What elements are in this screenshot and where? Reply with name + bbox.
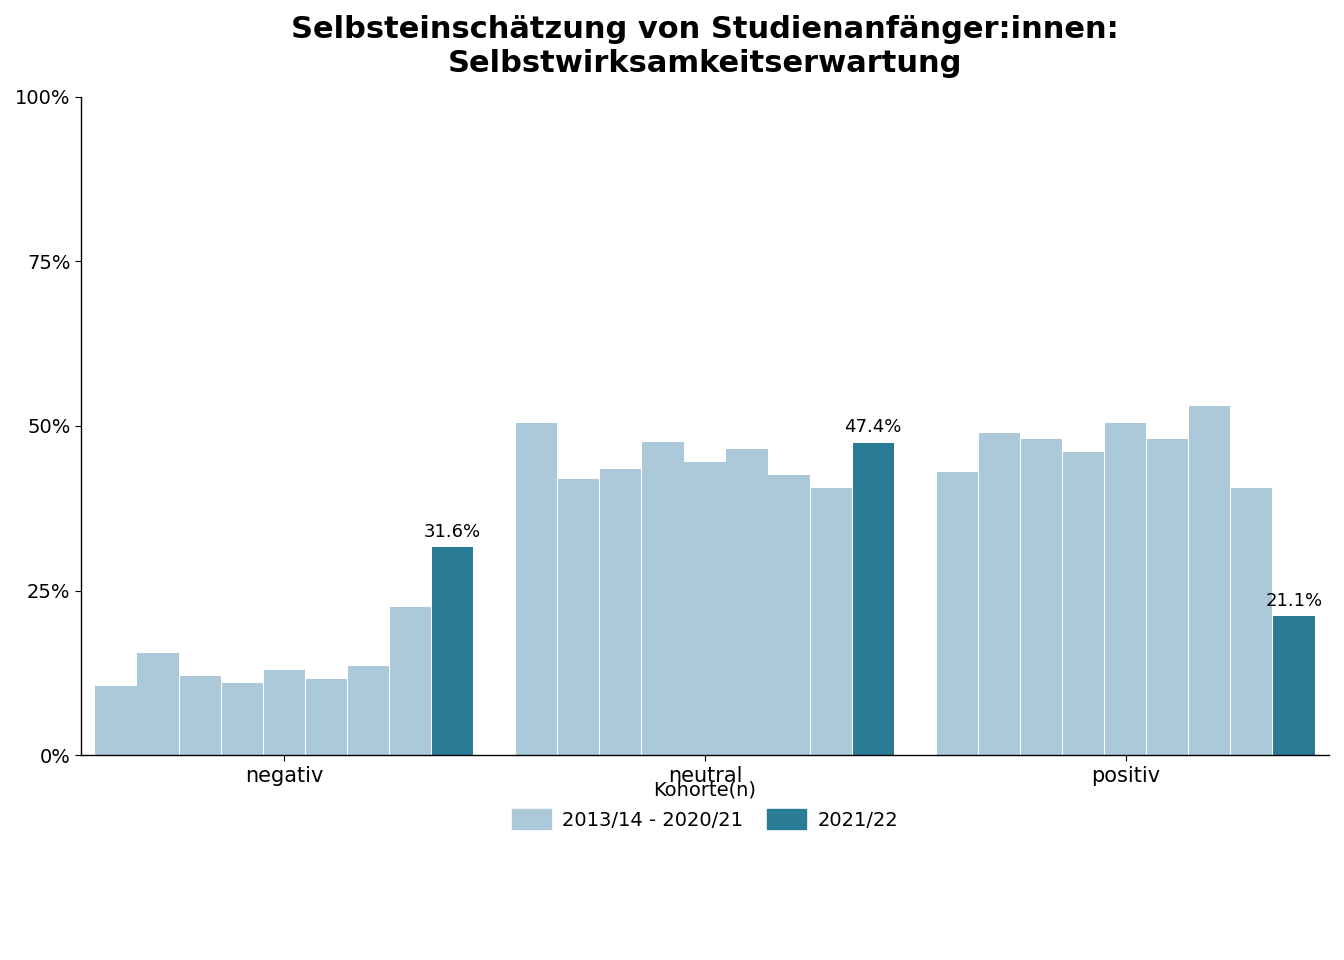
Text: 47.4%: 47.4% (844, 419, 902, 437)
Text: 31.6%: 31.6% (423, 522, 481, 540)
Bar (137, 653, 179, 756)
Bar (769, 475, 809, 756)
Bar (1105, 422, 1146, 756)
Bar (1021, 439, 1062, 756)
Bar (1148, 439, 1188, 756)
Bar (95, 686, 137, 756)
Bar (431, 547, 473, 756)
Bar (937, 472, 978, 756)
Bar (1063, 452, 1105, 756)
Bar (1231, 489, 1273, 756)
Bar (601, 468, 641, 756)
Bar (852, 444, 894, 756)
Bar (516, 422, 558, 756)
Text: 21.1%: 21.1% (1266, 591, 1322, 610)
Bar (726, 449, 767, 756)
Bar (180, 676, 220, 756)
Title: Selbsteinschätzung von Studienanfänger:innen:
Selbstwirksamkeitserwartung: Selbsteinschätzung von Studienanfänger:i… (292, 15, 1118, 78)
Bar (305, 680, 347, 756)
Legend: 2013/14 - 2020/21, 2021/22: 2013/14 - 2020/21, 2021/22 (504, 773, 906, 838)
Bar (263, 670, 305, 756)
Bar (642, 443, 684, 756)
Bar (348, 666, 388, 756)
Bar (810, 489, 852, 756)
Bar (978, 433, 1020, 756)
Bar (1273, 616, 1314, 756)
Bar (684, 462, 726, 756)
Bar (222, 683, 263, 756)
Bar (558, 479, 599, 756)
Bar (390, 607, 431, 756)
Bar (1189, 406, 1230, 756)
